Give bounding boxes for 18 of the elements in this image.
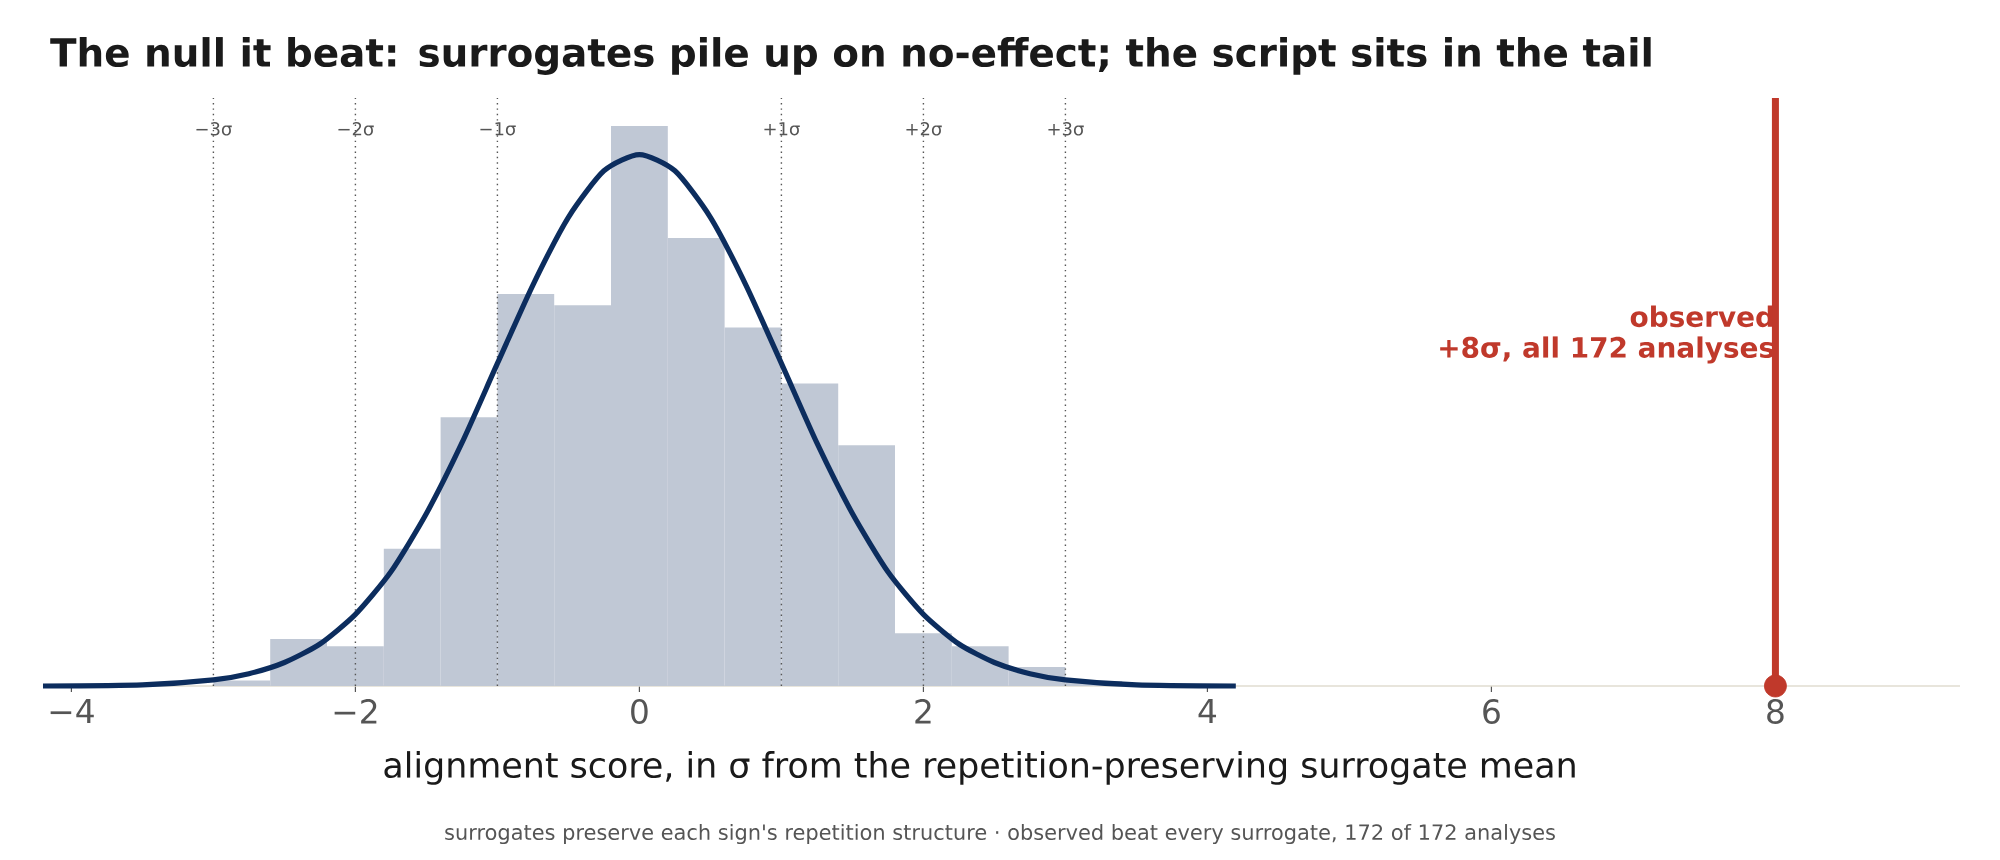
annotation: +8σ, all 172 analyses <box>1440 336 1774 364</box>
ref-line-label: +2σ <box>906 122 942 136</box>
x-tick-label: 4 <box>1198 699 1217 724</box>
x-tick-label: 8 <box>1767 699 1784 724</box>
x-tick-label: 6 <box>1483 699 1500 724</box>
text: surrogates preserve each sign's repetition structure · observed beat every surrogate, 172 of 172 analyses <box>445 823 1555 845</box>
x-tick-label: −4 <box>50 699 94 724</box>
ref-line-label: −3σ <box>196 122 232 136</box>
ref-line-label: +3σ <box>1048 122 1084 136</box>
chart-title: The null it beat: surrogates pile up on no-effect; the script sits in the tail <box>50 37 1651 75</box>
x-tick-label: 0 <box>631 699 648 724</box>
x-tick-label: 2 <box>915 699 931 724</box>
annotation: observed <box>1630 305 1773 328</box>
x-tick-label: −2 <box>334 699 377 724</box>
x-axis-title: alignment score, in σ from the repetition-preserving surrogate mean <box>384 751 1575 785</box>
ref-line-label: +1σ <box>764 122 800 136</box>
ref-line-label: −1σ <box>480 122 516 136</box>
ref-line-label: −2σ <box>338 122 374 136</box>
